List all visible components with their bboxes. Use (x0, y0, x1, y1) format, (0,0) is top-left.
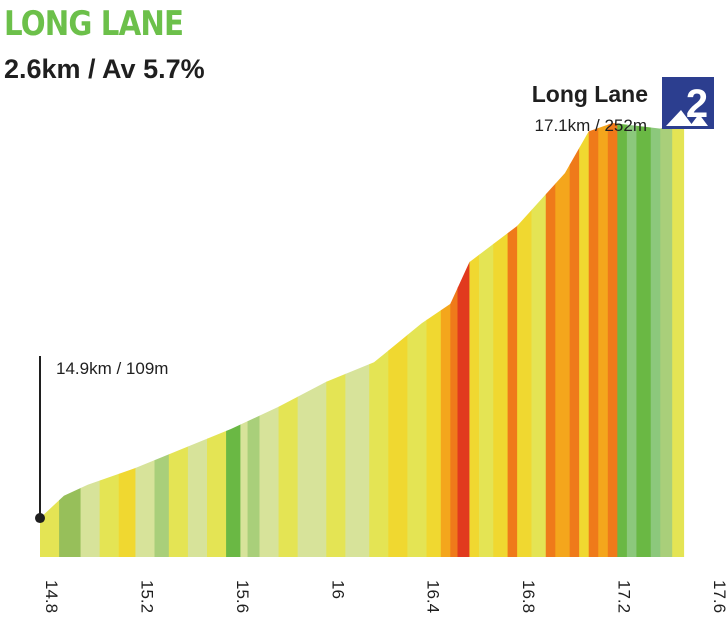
gradient-band (297, 120, 327, 557)
gradient-band (278, 120, 299, 557)
gradient-band (626, 120, 638, 557)
climb-subtitle: 2.6km / Av 5.7% (4, 54, 205, 84)
category-number: 2 (686, 82, 708, 126)
gradient-band (636, 120, 652, 557)
gradient-band (507, 120, 518, 557)
gradient-band (617, 120, 628, 557)
gradient-band (99, 120, 120, 557)
summit-stats-label: 17.1km / 252m (535, 116, 647, 135)
gradient-band (426, 120, 442, 557)
gradient-band (259, 120, 280, 557)
mountain-icon (666, 110, 708, 126)
gradient-band (207, 120, 227, 557)
gradient-band (240, 120, 249, 557)
gradient-band (478, 120, 494, 557)
x-tick-label: 14.8 (42, 580, 61, 613)
gradient-band (407, 120, 428, 557)
gradient-band (588, 120, 599, 557)
gradient-band (388, 120, 408, 557)
x-tick-label: 17.2 (615, 580, 634, 613)
x-tick-label: 16.8 (519, 580, 538, 613)
start-marker-dot (35, 513, 45, 524)
x-tick-label: 16 (328, 580, 347, 599)
gradient-band (168, 120, 189, 557)
gradient-band (40, 120, 60, 557)
gradient-band (531, 120, 547, 557)
category-badge: 2 (662, 77, 714, 129)
x-tick-label: 16.4 (424, 580, 443, 613)
gradient-band (517, 120, 533, 557)
x-tick-label: 17.6 (710, 580, 728, 613)
gradient-band (660, 120, 673, 557)
gradient-band (469, 120, 480, 557)
x-tick-label: 15.2 (137, 580, 156, 613)
gradient-band (607, 120, 618, 557)
gradient-band (247, 120, 261, 557)
climb-title: LONG LANE (4, 4, 184, 44)
summit-name-label: Long Lane (532, 81, 648, 107)
gradient-band (672, 120, 685, 557)
gradient-band (650, 120, 661, 557)
gradient-band (579, 120, 590, 557)
x-tick-label: 15.6 (233, 580, 252, 613)
gradient-band (555, 120, 571, 557)
gradient-band (369, 120, 389, 557)
gradient-band (154, 120, 170, 557)
gradient-band (440, 120, 451, 557)
gradient-band (326, 120, 346, 557)
gradient-band (598, 120, 609, 557)
gradient-band (545, 120, 556, 557)
gradient-band (187, 120, 208, 557)
gradient-band (226, 120, 241, 557)
gradient-band (493, 120, 509, 557)
gradient-band (345, 120, 370, 557)
gradient-band (135, 120, 156, 557)
gradient-band (569, 120, 580, 557)
gradient-band (80, 120, 101, 557)
gradient-band (457, 120, 471, 557)
gradient-band (118, 120, 137, 557)
gradient-band (59, 120, 82, 557)
gradient-band (450, 120, 459, 557)
start-marker-label: 14.9km / 109m (56, 359, 168, 378)
x-axis-ticks: 14.8 15.2 15.6 16 16.4 16.8 17.2 17.6 (42, 580, 728, 613)
